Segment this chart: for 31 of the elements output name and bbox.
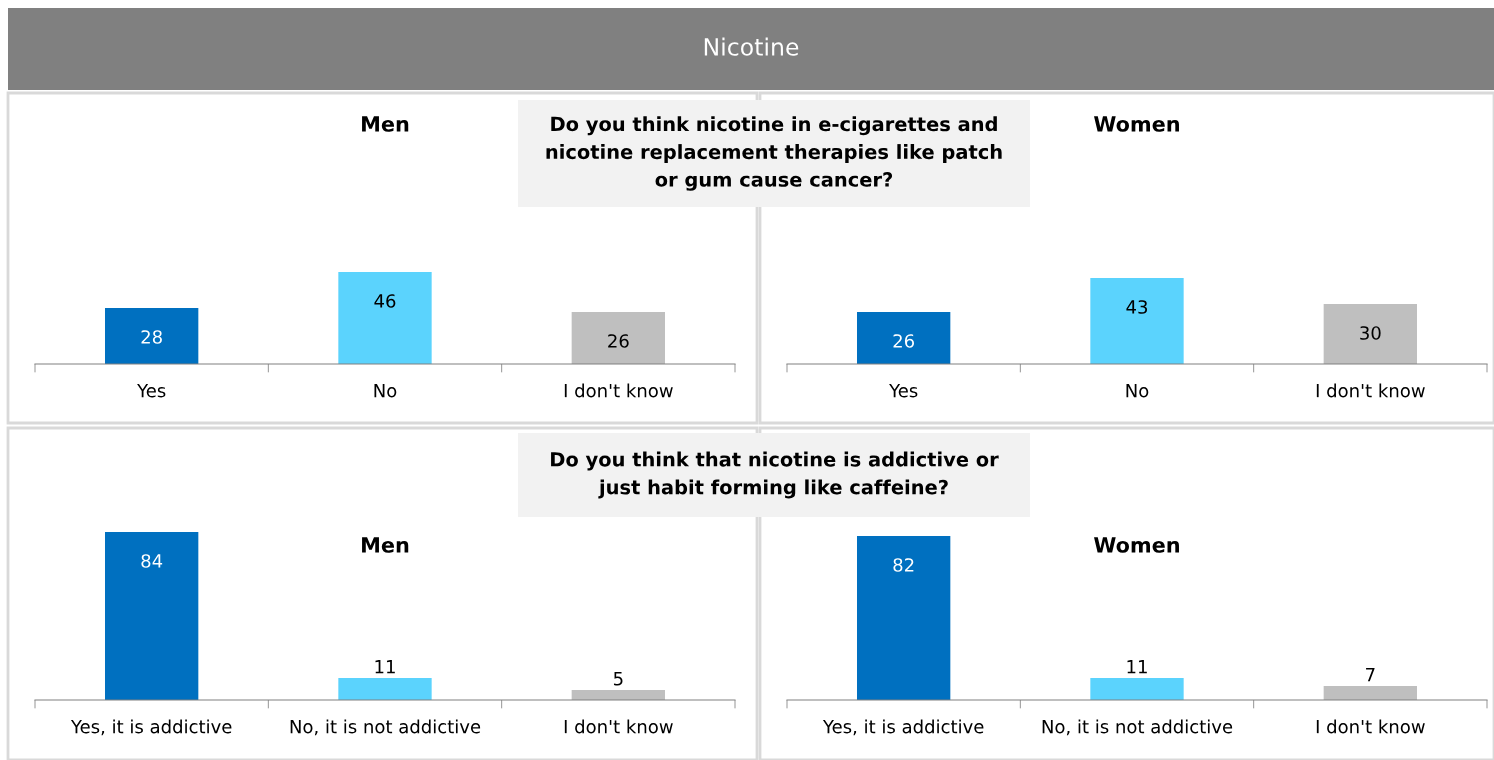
data-label: 28 <box>141 330 162 344</box>
chart-title: Women <box>1094 537 1179 553</box>
x-tick-label: Yes, it is addictive <box>822 719 984 736</box>
x-tick-label: I don't know <box>1316 719 1425 734</box>
x-tick-label: Yes <box>137 384 166 398</box>
chart-title: Women <box>1094 116 1179 132</box>
data-label: 82 <box>893 558 914 572</box>
chart-title: Men <box>362 537 409 553</box>
x-tick-label: Yes <box>889 384 918 398</box>
data-label: 5 <box>613 672 623 686</box>
data-label: 46 <box>374 294 396 308</box>
data-label: 30 <box>1360 326 1381 340</box>
text: Do you think nicotine in e-cigarettes and nicotine replacement therapies like patch or gum cause cancer? <box>546 116 1002 191</box>
x-tick-label: Yes, it is addictive <box>70 719 232 736</box>
x-tick-label: No, it is not addictive <box>1042 719 1233 736</box>
x-tick-label: I don't know <box>564 383 673 398</box>
x-tick-label: No, it is not addictive <box>290 719 481 736</box>
data-label: 7 <box>1366 668 1375 682</box>
text: Nicotine <box>704 37 799 56</box>
data-label: 43 <box>1126 300 1148 314</box>
data-label: 11 <box>375 660 395 674</box>
x-tick-label: No <box>374 384 397 398</box>
data-label: 11 <box>1127 660 1147 674</box>
text: Do you think that nicotine is addictive or just habit forming like caffeine? <box>551 451 999 499</box>
data-label: 26 <box>608 334 629 348</box>
chart-title: Men <box>362 116 409 132</box>
data-label: 84 <box>141 554 163 568</box>
x-tick-label: No <box>1126 384 1149 398</box>
data-label: 26 <box>893 334 915 348</box>
x-tick-label: I don't know <box>564 719 673 734</box>
x-tick-label: I don't know <box>1316 383 1425 398</box>
